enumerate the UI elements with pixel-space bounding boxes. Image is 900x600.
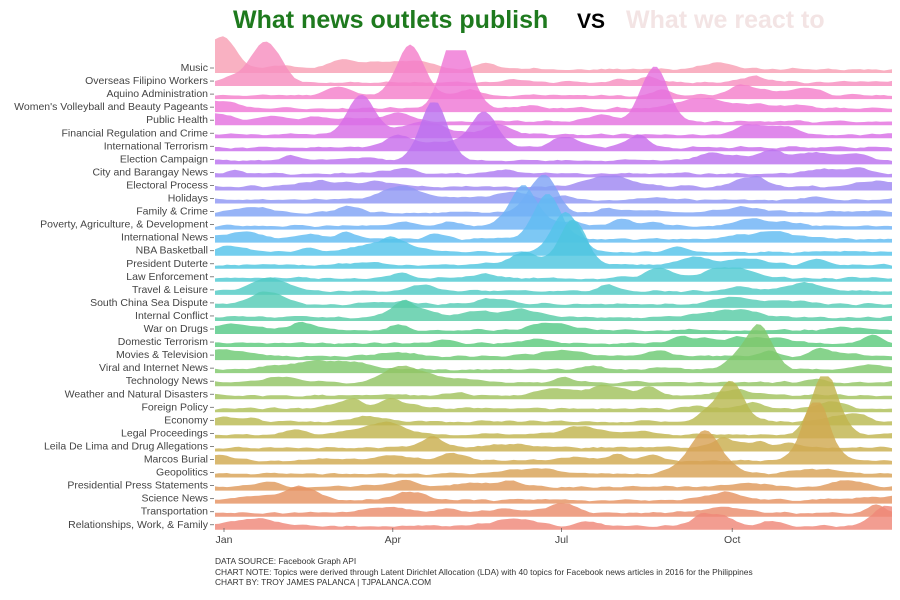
y-label-overseas-filipino-workers: Overseas Filipino Workers bbox=[85, 75, 208, 87]
ridge-international-news bbox=[215, 194, 892, 243]
y-label-economy: Economy bbox=[164, 414, 209, 426]
y-label-family-crime: Family & Crime bbox=[136, 206, 208, 218]
y-label-internal-conflict: Internal Conflict bbox=[135, 310, 208, 322]
ridge-viral-and-internet-news bbox=[215, 324, 892, 374]
ridge-law-enforcement bbox=[215, 267, 892, 282]
y-label-public-health: Public Health bbox=[146, 114, 208, 126]
ridge-aquino-administration bbox=[215, 44, 892, 100]
ridge-domestic-terrorism bbox=[215, 334, 892, 348]
title-publish: What news outlets publish bbox=[233, 6, 549, 34]
y-label-transportation: Transportation bbox=[141, 506, 208, 518]
y-label-holidays: Holidays bbox=[168, 193, 208, 205]
chart-title-row: What news outlets publish VS What we rea… bbox=[0, 6, 900, 42]
ridge-marcos-burial bbox=[215, 402, 892, 465]
ridge-technology-news bbox=[215, 365, 892, 387]
chart-note: CHART NOTE: Topics were derived through … bbox=[215, 566, 753, 577]
y-label-women-s-volleyball-and-beauty-pageants: Women's Volleyball and Beauty Pageants bbox=[14, 101, 208, 113]
y-label-south-china-sea-dispute: South China Sea Dispute bbox=[90, 297, 208, 309]
ridge-family-crime bbox=[215, 174, 892, 217]
ridge-election-campaign bbox=[215, 102, 892, 165]
y-label-geopolitics: Geopolitics bbox=[156, 467, 208, 479]
y-label-relationships-work-family: Relationships, Work, & Family bbox=[68, 519, 209, 531]
ridge-international-terrorism bbox=[215, 111, 892, 152]
ridge-war-on-drugs bbox=[215, 321, 892, 334]
y-label-legal-proceedings: Legal Proceedings bbox=[121, 427, 208, 439]
x-tick-label-oct: Oct bbox=[724, 534, 740, 546]
y-label-city-and-barangay-news: City and Barangay News bbox=[92, 166, 208, 178]
x-tick-label-jan: Jan bbox=[216, 534, 233, 546]
x-tick-label-apr: Apr bbox=[385, 534, 402, 546]
ridge-economy bbox=[215, 380, 892, 426]
ridge-transportation bbox=[215, 503, 892, 517]
ridges-group bbox=[215, 36, 892, 530]
y-label-international-terrorism: International Terrorism bbox=[104, 140, 209, 152]
title-vs: VS bbox=[577, 10, 606, 33]
ridge-foreign-policy bbox=[215, 398, 892, 413]
y-label-international-news: International News bbox=[121, 232, 208, 244]
ridge-weather-and-natural-disasters bbox=[215, 384, 892, 400]
ridge-holidays bbox=[215, 185, 892, 204]
y-label-domestic-terrorism: Domestic Terrorism bbox=[118, 336, 208, 348]
chart-credit: CHART BY: TROY JAMES PALANCA | TJPALANCA… bbox=[215, 577, 432, 587]
y-label-science-news: Science News bbox=[141, 493, 208, 505]
y-label-poverty-agriculture-development: Poverty, Agriculture, & Development bbox=[40, 219, 208, 231]
y-label-president-duterte: President Duterte bbox=[126, 258, 208, 270]
y-label-law-enforcement: Law Enforcement bbox=[126, 271, 208, 283]
y-label-financial-regulation-and-crime: Financial Regulation and Crime bbox=[62, 127, 209, 139]
x-axis: Jan Apr Jul Oct bbox=[216, 528, 740, 546]
ridge-president-duterte bbox=[215, 219, 892, 269]
y-label-war-on-drugs: War on Drugs bbox=[144, 323, 208, 335]
data-source: DATA SOURCE: Facebook Graph API bbox=[215, 556, 357, 566]
ridge-science-news bbox=[215, 485, 892, 504]
ridge-presidential-press-statements bbox=[215, 479, 892, 491]
y-label-music: Music bbox=[181, 62, 208, 74]
ridge-overseas-filipino-workers bbox=[215, 41, 892, 87]
y-label-viral-and-internet-news: Viral and Internet News bbox=[99, 362, 208, 374]
ridge-financial-regulation-and-crime bbox=[215, 94, 892, 139]
y-label-leila-de-lima-and-drug-allegations: Leila De Lima and Drug Allegations bbox=[44, 440, 208, 452]
y-label-technology-news: Technology News bbox=[126, 375, 208, 387]
ridge-south-china-sea-dispute bbox=[215, 291, 892, 308]
ridge-music bbox=[215, 36, 892, 73]
y-label-presidential-press-statements: Presidential Press Statements bbox=[67, 480, 208, 492]
y-label-electoral-process: Electoral Process bbox=[126, 179, 208, 191]
y-label-foreign-policy: Foreign Policy bbox=[141, 401, 208, 413]
y-label-nba-basketball: NBA Basketball bbox=[136, 245, 208, 257]
y-label-travel-leisure: Travel & Leisure bbox=[132, 284, 208, 296]
ridge-electoral-process bbox=[215, 175, 892, 191]
ridge-internal-conflict bbox=[215, 299, 892, 321]
ridge-travel-leisure bbox=[215, 277, 892, 295]
ridge-leila-de-lima-and-drug-allegations bbox=[215, 436, 892, 452]
ridge-legal-proceedings bbox=[215, 376, 892, 439]
ridge-geopolitics bbox=[215, 430, 892, 478]
title-react: What we react to bbox=[626, 6, 825, 34]
ridge-public-health bbox=[215, 66, 892, 126]
x-tick-label-jul: Jul bbox=[555, 534, 568, 546]
chart-footer: DATA SOURCE: Facebook Graph API CHART NO… bbox=[215, 556, 753, 588]
ridge-nba-basketball bbox=[215, 211, 892, 256]
y-label-election-campaign: Election Campaign bbox=[120, 153, 208, 165]
y-label-marcos-burial: Marcos Burial bbox=[144, 454, 208, 466]
ridge-city-and-barangay-news bbox=[215, 167, 892, 178]
y-label-movies-television: Movies & Television bbox=[116, 349, 208, 361]
ridge-movies-television bbox=[215, 347, 892, 361]
y-label-weather-and-natural-disasters: Weather and Natural Disasters bbox=[65, 388, 208, 400]
y-label-aquino-administration: Aquino Administration bbox=[106, 88, 208, 100]
ridge-relationships-work-family bbox=[215, 505, 892, 530]
